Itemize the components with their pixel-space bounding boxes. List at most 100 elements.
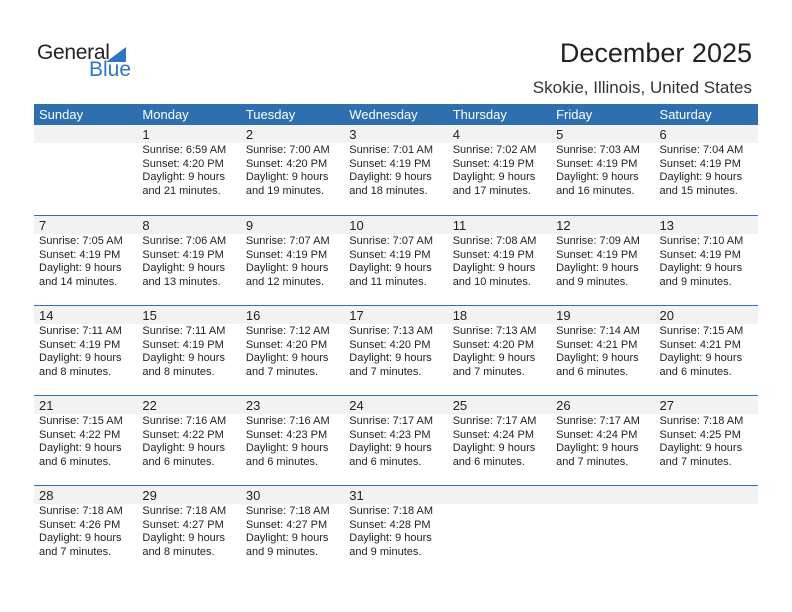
day-number: 4: [452, 127, 460, 142]
sunset-text: Sunset: 4:22 PM: [142, 428, 224, 441]
sunset-text: Sunset: 4:19 PM: [349, 157, 431, 170]
daylight-text: Daylight: 9 hours: [659, 442, 743, 454]
logo-text-blue: Blue: [89, 58, 132, 81]
date-band: [34, 216, 758, 234]
week-row: 7 Sunrise: 7:05 AM Sunset: 4:19 PM Daylight…: [34, 215, 758, 305]
daylight-minutes-text: and 9 minutes.: [556, 275, 629, 288]
sunrise-text: Sunrise: 6:59 AM: [142, 144, 227, 156]
day-cell: 1 Sunrise: 6:59 AM Sunset: 4:20 PM Daylight…: [137, 125, 240, 198]
date-band: [34, 486, 758, 504]
sunset-text: Sunset: 4:19 PM: [245, 248, 328, 261]
sunset-text: Sunset: 4:20 PM: [349, 338, 431, 351]
sunrise-text: Sunrise: 7:07 AM: [245, 235, 330, 247]
day-number: 10: [349, 218, 364, 233]
daylight-minutes-text: and 6 minutes.: [659, 365, 732, 378]
daylight-text: Daylight: 9 hours: [452, 352, 536, 364]
daylight-minutes-text: and 9 minutes.: [349, 545, 422, 558]
day-number: 15: [142, 308, 157, 323]
day-cell: 29 Sunrise: 7:18 AM Sunset: 4:27 PM Dayligh…: [137, 486, 240, 559]
daylight-minutes-text: and 9 minutes.: [245, 545, 318, 558]
day-number: 8: [142, 218, 150, 233]
daylight-minutes-text: and 6 minutes.: [245, 455, 318, 468]
day-cell: 26 Sunrise: 7:17 AM Sunset: 4:24 PM Dayligh…: [551, 396, 654, 469]
daylight-text: Daylight: 9 hours: [142, 442, 225, 454]
sunrise-text: Sunrise: 7:15 AM: [659, 325, 744, 337]
sunset-text: Sunset: 4:26 PM: [39, 518, 121, 531]
day-cell: 22 Sunrise: 7:16 AM Sunset: 4:22 PM Dayligh…: [137, 396, 240, 469]
sunrise-text: Sunrise: 7:13 AM: [452, 325, 537, 337]
day-number: 30: [245, 488, 261, 503]
day-number: 11: [452, 218, 467, 233]
daylight-text: Daylight: 9 hours: [556, 262, 639, 274]
day-cell: 16 Sunrise: 7:12 AM Sunset: 4:20 PM Dayligh…: [241, 306, 344, 379]
weekday-friday: Friday: [556, 107, 593, 122]
daylight-minutes-text: and 7 minutes.: [245, 365, 318, 378]
sunrise-text: Sunrise: 7:02 AM: [452, 144, 537, 156]
weekday-wednesday: Wednesday: [349, 107, 418, 122]
sunset-text: Sunset: 4:19 PM: [39, 248, 121, 261]
week-row: 14 Sunrise: 7:11 AM Sunset: 4:19 PM Dayligh…: [34, 305, 758, 395]
sunrise-text: Sunrise: 7:18 AM: [659, 415, 744, 427]
day-number: 24: [349, 398, 364, 413]
day-number: 19: [556, 308, 571, 323]
sunset-text: Sunset: 4:28 PM: [349, 518, 431, 531]
daylight-text: Daylight: 9 hours: [245, 532, 329, 544]
logo-triangle-icon: [106, 47, 126, 62]
day-cell: 28 Sunrise: 7:18 AM Sunset: 4:26 PM Dayligh…: [34, 486, 137, 559]
empty-cell: [551, 486, 654, 559]
daylight-minutes-text: and 8 minutes.: [39, 365, 112, 378]
sunset-text: Sunset: 4:25 PM: [659, 428, 741, 441]
day-cell: 7 Sunrise: 7:05 AM Sunset: 4:19 PM Daylight…: [34, 216, 137, 289]
day-cell: 15 Sunrise: 7:11 AM Sunset: 4:19 PM Dayligh…: [137, 306, 240, 379]
day-cell: 27 Sunrise: 7:18 AM Sunset: 4:25 PM Dayligh…: [655, 396, 758, 469]
day-number: 2: [245, 127, 254, 142]
day-number: 20: [659, 308, 674, 323]
sunset-text: Sunset: 4:20 PM: [245, 338, 328, 351]
day-cell: 21 Sunrise: 7:15 AM Sunset: 4:22 PM Dayligh…: [34, 396, 137, 469]
daylight-text: Daylight: 9 hours: [349, 171, 432, 183]
day-number: 31: [349, 488, 364, 503]
day-number: 13: [659, 218, 674, 233]
sunrise-text: Sunrise: 7:18 AM: [142, 505, 227, 517]
daylight-minutes-text: and 9 minutes.: [659, 275, 732, 288]
daylight-minutes-text: and 7 minutes.: [556, 455, 629, 468]
daylight-text: Daylight: 9 hours: [39, 532, 122, 544]
day-number: 5: [556, 127, 564, 142]
daylight-text: Daylight: 9 hours: [659, 262, 743, 274]
day-cell: 14 Sunrise: 7:11 AM Sunset: 4:19 PM Dayligh…: [34, 306, 137, 379]
daylight-minutes-text: and 11 minutes.: [349, 275, 427, 288]
sunrise-text: Sunrise: 7:09 AM: [556, 235, 640, 247]
daylight-minutes-text: and 6 minutes.: [39, 455, 112, 468]
sunrise-text: Sunrise: 7:14 AM: [556, 325, 640, 337]
sunrise-text: Sunrise: 7:01 AM: [349, 144, 434, 156]
day-number: 7: [39, 218, 47, 233]
day-number: 27: [659, 398, 674, 413]
sunset-text: Sunset: 4:19 PM: [39, 338, 121, 351]
sunrise-text: Sunrise: 7:16 AM: [245, 415, 330, 427]
daylight-minutes-text: and 8 minutes.: [142, 365, 215, 378]
sunset-text: Sunset: 4:23 PM: [349, 428, 431, 441]
date-band: [34, 396, 758, 414]
sunset-text: Sunset: 4:23 PM: [245, 428, 328, 441]
daylight-minutes-text: and 7 minutes.: [452, 365, 525, 378]
week-row: 21 Sunrise: 7:15 AM Sunset: 4:22 PM Dayligh…: [34, 395, 758, 485]
sunset-text: Sunset: 4:27 PM: [142, 518, 224, 531]
daylight-text: Daylight: 9 hours: [39, 442, 122, 454]
day-cell: 23 Sunrise: 7:16 AM Sunset: 4:23 PM Dayligh…: [241, 396, 344, 469]
day-number: 1: [142, 127, 150, 142]
day-number: 29: [142, 488, 157, 503]
weekday-header: Sunday Monday Tuesday Wednesday Thursday Frid…: [34, 104, 758, 125]
daylight-text: Daylight: 9 hours: [245, 262, 329, 274]
day-cell: 8 Sunrise: 7:06 AM Sunset: 4:19 PM Daylight…: [137, 216, 240, 289]
day-number: 6: [659, 127, 667, 142]
daylight-text: Daylight: 9 hours: [349, 442, 432, 454]
daylight-text: Daylight: 9 hours: [349, 352, 432, 364]
sunset-text: Sunset: 4:19 PM: [142, 248, 224, 261]
sunset-text: Sunset: 4:19 PM: [659, 248, 741, 261]
empty-cell: [655, 486, 758, 559]
day-cell: 3 Sunrise: 7:01 AM Sunset: 4:19 PM Daylight…: [344, 125, 447, 198]
day-cell: 5 Sunrise: 7:03 AM Sunset: 4:19 PM Daylight…: [551, 125, 654, 198]
sunset-text: Sunset: 4:19 PM: [556, 157, 638, 170]
day-number: 21: [39, 398, 54, 413]
sunrise-text: Sunrise: 7:18 AM: [39, 505, 123, 517]
